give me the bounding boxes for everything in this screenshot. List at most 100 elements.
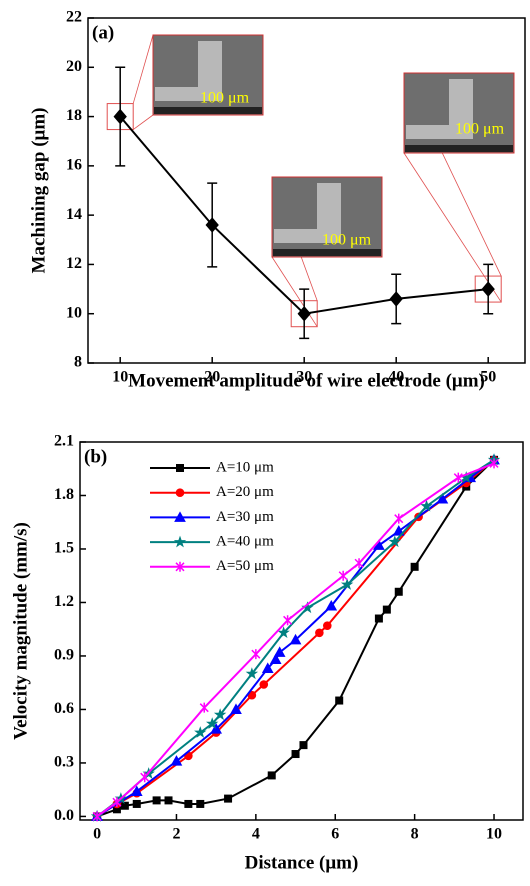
marker [283,615,293,626]
y-tick-label: 1.2 [54,593,74,610]
marker [299,741,308,750]
legend-marker [176,464,184,472]
x-tick-label: 6 [331,826,339,843]
x-tick-label: 20 [204,369,220,386]
marker [340,578,354,590]
legend-label: A=10 μm [216,459,274,475]
plot-frame [79,441,524,821]
marker [354,558,364,569]
inset-footer [405,145,513,152]
marker [112,797,122,808]
marker [251,649,261,660]
marker [335,696,344,705]
scale-label: 100 μm [455,121,505,138]
marker [199,702,209,713]
marker [196,799,205,808]
marker [259,680,269,689]
marker [420,499,433,512]
legend-marker [175,488,185,498]
legend-label: A=20 μm [216,484,274,500]
zoom-line [271,256,318,327]
marker [382,605,391,614]
marker [170,755,183,766]
marker [261,662,274,673]
inset-footer [154,107,262,114]
marker [315,628,324,638]
x-tick-label: 10 [486,826,502,843]
legend-marker [174,511,186,522]
marker [291,750,300,759]
marker [213,708,227,721]
x-tick-label: 0 [93,826,101,843]
marker [245,667,259,680]
marker [152,796,161,805]
x-tick-label: 40 [388,369,404,386]
marker [453,472,463,483]
x-tick-label: 30 [296,369,312,386]
legend-marker [175,561,185,572]
y-tick-label: 0.0 [54,807,74,824]
legend-label: A=30 μm [216,509,274,525]
marker [289,633,302,645]
marker [323,621,332,630]
marker [325,600,338,611]
y-tick-label: 2.1 [54,433,74,450]
y-tick-label: 16 [66,157,82,174]
marker [394,513,404,524]
marker [389,291,403,307]
y-tick-label: 22 [66,9,82,26]
marker [92,811,102,822]
y-tick-label: 8 [74,354,82,371]
marker [205,717,219,729]
marker [277,626,290,639]
marker [210,723,223,734]
marker [184,799,193,808]
legend-marker [173,535,187,548]
y-tick-label: 1.8 [54,486,74,503]
marker [481,281,495,297]
marker [267,771,276,780]
marker [388,535,401,548]
marker [120,801,129,810]
marker [489,458,499,469]
x-tick-label: 50 [480,369,496,386]
marker [205,217,219,233]
y-tick-label: 18 [66,107,82,124]
marker [394,587,403,596]
marker [130,785,143,796]
marker [273,646,286,657]
marker [140,772,150,783]
y-tick-label: 0.9 [54,647,74,664]
zoom-line [132,34,154,104]
inset-base [274,229,341,243]
marker [269,653,282,665]
y-tick-label: 20 [66,58,82,75]
scale-label: 100 μm [200,90,250,107]
y-tick-label: 0.3 [54,754,74,771]
marker [164,796,173,805]
zoom-line [132,114,154,130]
panel-label: (a) [92,22,114,43]
marker [297,305,311,322]
y-tick-label: 14 [66,206,82,223]
y-tick-label: 12 [66,255,82,272]
inset-base [406,125,473,139]
x-axis-label: Movement amplitude of wire electrode (μm… [128,370,485,391]
marker [410,562,419,571]
y-tick-label: 0.6 [54,700,74,717]
legend-label: A=50 μm [216,558,274,574]
marker [436,493,449,504]
x-tick-label: 4 [252,826,260,843]
marker [374,614,383,623]
y-axis-label: Machining gap (μm) [28,108,49,274]
series-line [96,458,495,818]
marker [338,570,348,581]
y-tick-label: 1.5 [54,540,74,557]
x-axis-label: Distance (μm) [245,852,359,873]
marker [113,108,127,125]
scale-label: 100 μm [322,232,372,249]
zoom-line [403,152,502,303]
legend-label: A=40 μm [216,534,274,550]
x-tick-label: 10 [112,369,128,386]
